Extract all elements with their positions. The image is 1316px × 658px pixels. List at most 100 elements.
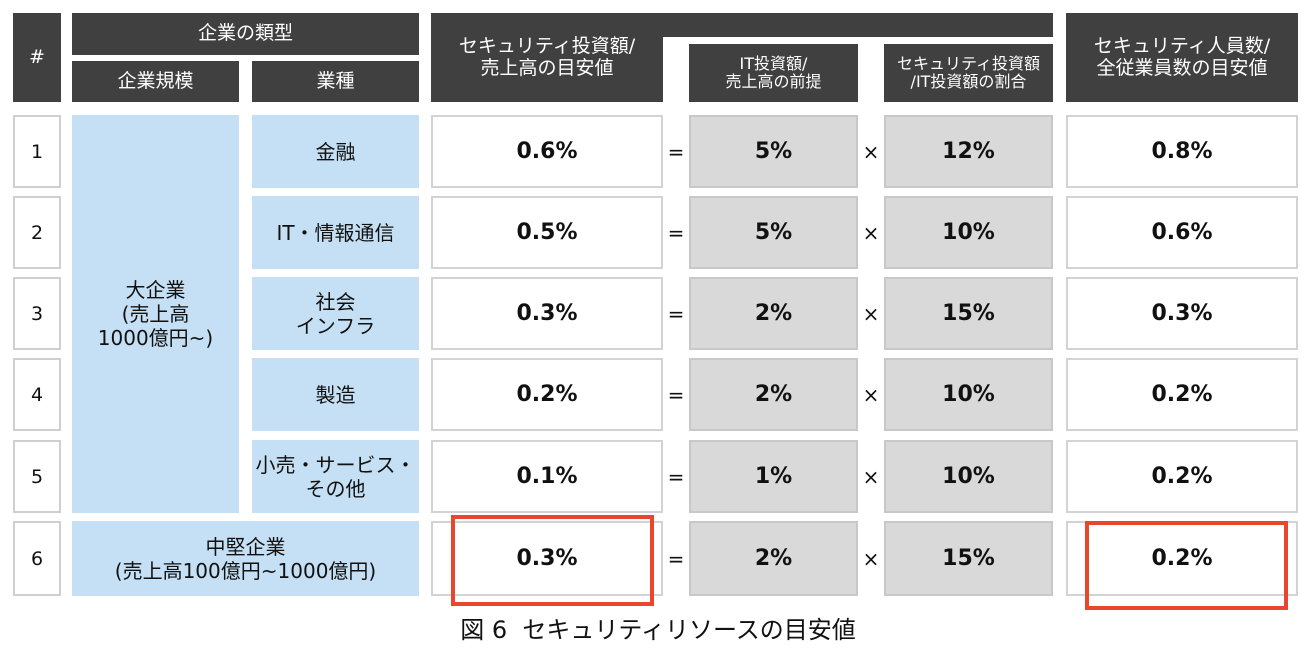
sec-invest-value: 0.6% [431, 115, 663, 188]
sec-it-share-value-text: 15% [942, 301, 995, 326]
it-invest-value: 5% [689, 196, 858, 269]
header-sec-invest-line2: 売上高の目安値 [480, 56, 614, 79]
it-invest-value-text: 5% [754, 220, 793, 245]
group-large-line3: 1000億円~) [97, 326, 214, 350]
row-index: 3 [13, 277, 61, 350]
it-invest-value: 5% [689, 115, 858, 188]
industry-label: インフラ [295, 313, 376, 338]
sec-it-share-value: 15% [884, 277, 1053, 350]
group-large-enterprise: 大企業 (売上高 1000億円~) [72, 115, 239, 513]
industry-label: IT・情報通信 [276, 220, 395, 245]
industry-label: 社会 [315, 289, 356, 314]
header-sec-it-share: セキュリティ投資額 /IT投資額の割合 [884, 44, 1053, 102]
industry-cell: 金融 [252, 115, 419, 188]
times-sign: × [858, 115, 884, 188]
group-mid-enterprise: 中堅企業 (売上高100億円~1000億円) [72, 521, 419, 596]
sec-invest-value-text: 0.3% [516, 301, 578, 326]
equals-sign: = [663, 115, 689, 188]
sec-invest-value-text: 0.6% [516, 139, 578, 164]
sec-staff-value: 0.6% [1066, 196, 1298, 269]
industry-cell: 小売・サービス・ その他 [252, 440, 419, 513]
sec-invest-value-text: 0.1% [516, 464, 578, 489]
row-index-text: 4 [30, 383, 44, 406]
row-index-text: 3 [30, 302, 44, 325]
group-mid-line1: 中堅企業 [205, 534, 286, 559]
sec-staff-value-text: 0.2% [1151, 546, 1213, 571]
times-sign: × [858, 358, 884, 431]
equals-sign-text: = [667, 220, 685, 245]
header-company-size: 企業規模 [72, 61, 239, 102]
sec-invest-value-text: 0.2% [516, 382, 578, 407]
times-sign-text: × [862, 139, 880, 164]
sec-it-share-value-text: 10% [942, 382, 995, 407]
row-index: 2 [13, 196, 61, 269]
times-sign-text: × [862, 220, 880, 245]
sec-it-share-value: 15% [884, 521, 1053, 596]
row-index: 4 [13, 358, 61, 431]
header-sec-it-share-line2: /IT投資額の割合 [910, 72, 1027, 91]
sec-it-share-value-text: 15% [942, 546, 995, 571]
industry-label: 製造 [315, 382, 356, 407]
header-sec-invest-line1: セキュリティ投資額/ [458, 34, 636, 57]
times-sign-text: × [862, 464, 880, 489]
times-sign-text: × [862, 546, 880, 571]
industry-label: その他 [305, 476, 366, 501]
sec-it-share-value: 12% [884, 115, 1053, 188]
row-index: 6 [13, 521, 61, 596]
industry-cell: IT・情報通信 [252, 196, 419, 269]
it-invest-value-text: 2% [754, 301, 793, 326]
times-sign-text: × [862, 382, 880, 407]
times-sign: × [858, 277, 884, 350]
sec-staff-value: 0.2% [1066, 358, 1298, 431]
sec-invest-value: 0.5% [431, 196, 663, 269]
it-invest-value: 2% [689, 277, 858, 350]
sec-staff-value: 0.2% [1066, 521, 1298, 596]
equals-sign: = [663, 521, 689, 596]
times-sign: × [858, 521, 884, 596]
sec-invest-value: 0.3% [431, 521, 663, 596]
group-large-line2: (売上高 [121, 302, 190, 326]
row-index-text: 2 [30, 221, 44, 244]
sec-staff-value: 0.3% [1066, 277, 1298, 350]
row-index-text: 1 [30, 140, 44, 163]
equals-sign-text: = [667, 139, 685, 164]
sec-staff-value: 0.8% [1066, 115, 1298, 188]
group-large-line1: 大企業 [125, 278, 186, 302]
sec-it-share-value: 10% [884, 440, 1053, 513]
equals-sign-text: = [667, 546, 685, 571]
it-invest-value-text: 2% [754, 382, 793, 407]
sec-invest-value: 0.3% [431, 277, 663, 350]
header-index: # [13, 13, 61, 102]
highlight-box-sec-invest-mid [451, 515, 654, 606]
header-it-invest-ratio: IT投資額/ 売上高の前提 [689, 44, 858, 102]
highlight-box-staff-mid [1085, 521, 1288, 610]
row-index-text: 5 [30, 465, 44, 488]
it-invest-value: 1% [689, 440, 858, 513]
equals-sign-text: = [667, 382, 685, 407]
header-it-invest-line1: IT投資額/ [739, 53, 808, 73]
header-company-type-label: 企業の類型 [197, 22, 293, 45]
sec-it-share-value-text: 12% [942, 139, 995, 164]
sec-staff-value-text: 0.8% [1151, 139, 1213, 164]
sec-invest-value: 0.2% [431, 358, 663, 431]
group-mid-line2: (売上高100億円~1000億円) [114, 558, 377, 583]
sec-staff-value-text: 0.2% [1151, 382, 1213, 407]
it-invest-value-text: 5% [754, 139, 793, 164]
it-invest-value: 2% [689, 358, 858, 431]
figure-caption: 図 6 セキュリティリソースの目安値 [460, 616, 856, 644]
header-sec-it-share-line1: セキュリティ投資額 [896, 53, 1041, 73]
sec-invest-value-text: 0.3% [516, 546, 578, 571]
equals-sign: = [663, 440, 689, 513]
header-industry-label: 業種 [316, 69, 355, 92]
header-sec-staff-ratio: セキュリティ人員数/ 全従業員数の目安値 [1066, 13, 1298, 102]
industry-cell: 製造 [252, 358, 419, 431]
header-sec-staff-line2: 全従業員数の目安値 [1096, 56, 1268, 79]
it-invest-value-text: 1% [754, 464, 793, 489]
row-index-text: 6 [30, 547, 44, 570]
sec-staff-value-text: 0.6% [1151, 220, 1213, 245]
header-sec-staff-line1: セキュリティ人員数/ [1093, 34, 1271, 57]
equals-sign: = [663, 277, 689, 350]
row-index: 1 [13, 115, 61, 188]
sec-staff-value-text: 0.3% [1151, 301, 1213, 326]
times-sign-text: × [862, 301, 880, 326]
